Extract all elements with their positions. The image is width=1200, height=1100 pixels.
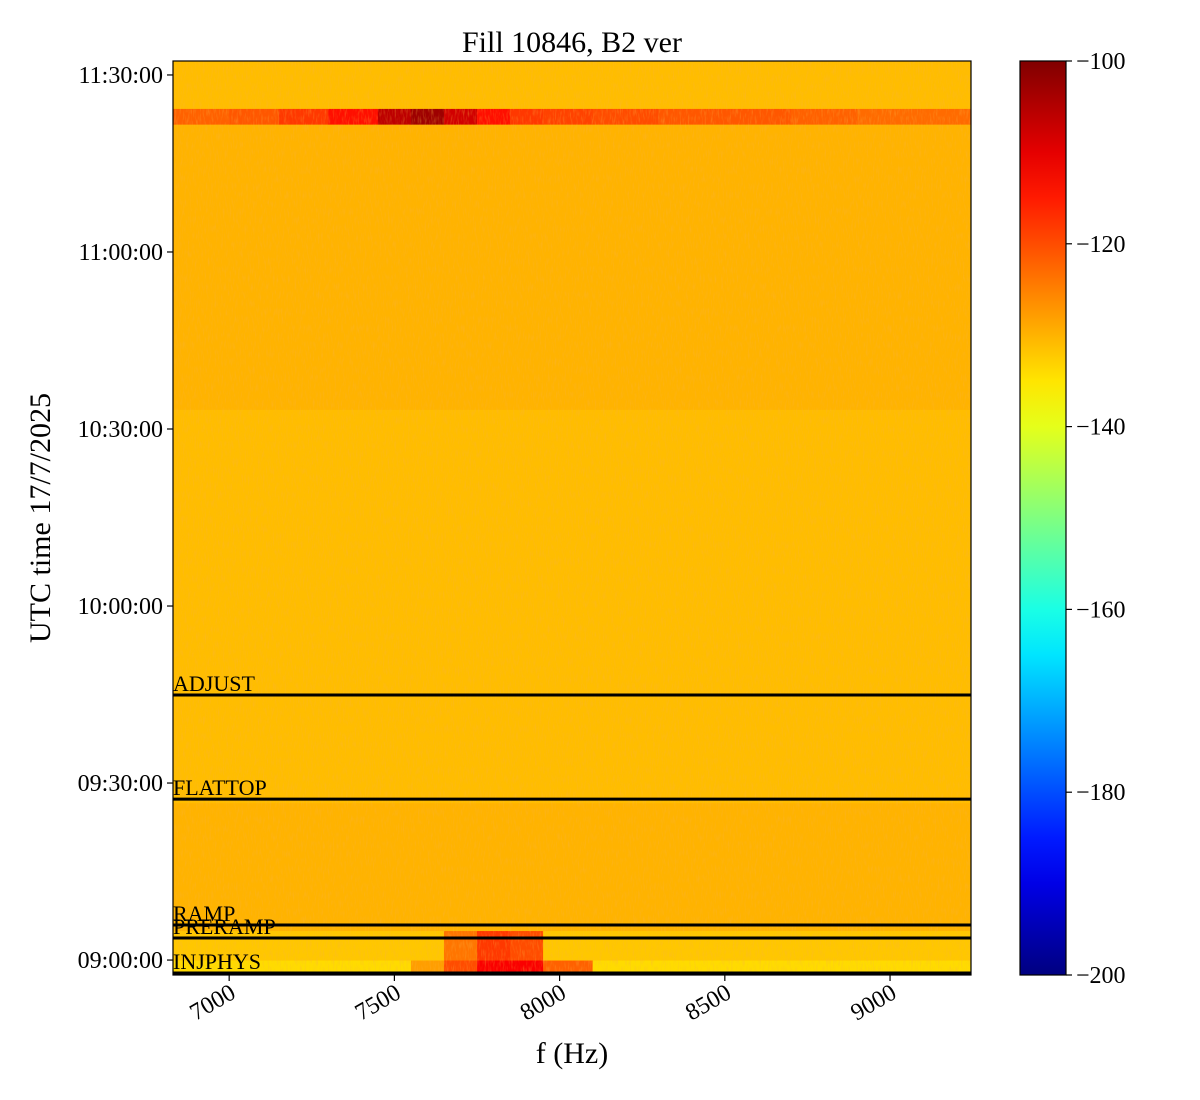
- x-tick-label: 9000: [846, 980, 901, 1027]
- x-tick-label: 7500: [351, 980, 406, 1027]
- event-label: PRERAMP: [173, 914, 276, 939]
- y-tick-label: 09:00:00: [78, 948, 163, 974]
- colorbar-tick-label: −140: [1076, 415, 1126, 441]
- y-tick-label: 11:30:00: [79, 63, 163, 89]
- y-tick-label: 10:00:00: [78, 594, 163, 620]
- event-label: ADJUST: [173, 671, 255, 696]
- colorbar-tick-label: −100: [1076, 49, 1126, 75]
- event-label: INJPHYS: [173, 949, 261, 974]
- event-label: RAMP: [173, 901, 235, 926]
- y-tick-label: 11:00:00: [79, 240, 163, 266]
- texture: [173, 61, 971, 975]
- y-axis-label: UTC time 17/7/2025: [24, 393, 57, 643]
- plot-frame: [172, 60, 972, 976]
- colorbar: [1019, 60, 1067, 976]
- colorbar-tick-label: −160: [1076, 597, 1126, 623]
- chart-title: Fill 10846, B2 ver: [462, 26, 682, 59]
- y-tick-label: 10:30:00: [78, 417, 163, 443]
- colorbar-tick-label: −180: [1076, 780, 1126, 806]
- event-label: FLATTOP: [173, 775, 267, 800]
- colorbar-tick-label: −120: [1076, 232, 1126, 258]
- x-tick-label: 8500: [681, 980, 736, 1027]
- x-axis-label: f (Hz): [536, 1037, 608, 1070]
- colorbar-tick-label: −200: [1076, 963, 1126, 989]
- x-tick-label: 8000: [516, 980, 571, 1027]
- y-tick-label: 09:30:00: [78, 771, 163, 797]
- x-tick-label: 7000: [186, 980, 241, 1027]
